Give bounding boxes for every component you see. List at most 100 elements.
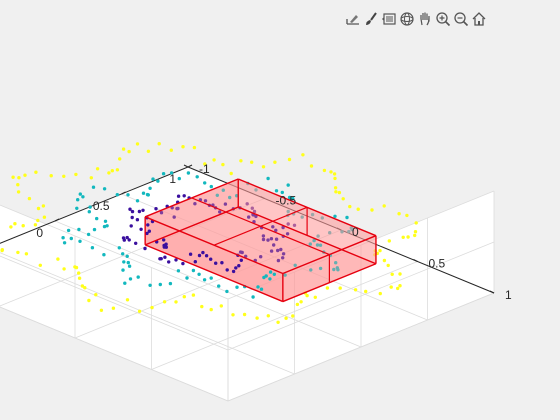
scatter-point-series-1 — [285, 232, 290, 236]
scatter-point-series-1 — [269, 237, 274, 241]
scatter-point-series-3 — [24, 252, 29, 256]
y-tick-label: 0 — [352, 225, 359, 239]
scatter-point-series-1 — [240, 250, 244, 255]
scatter-point-series-3 — [284, 316, 288, 320]
edit-axes-icon[interactable] — [344, 9, 361, 29]
scatter-point-series-3 — [62, 174, 66, 178]
scatter-point-series-3 — [309, 164, 314, 168]
brush-icon[interactable] — [362, 9, 379, 29]
scatter-point-series-3 — [397, 212, 401, 216]
scatter-point-series-3 — [301, 153, 305, 157]
scatter-point-series-1 — [172, 215, 176, 219]
scatter-point-series-1 — [281, 252, 286, 256]
scatter-point-series-2 — [333, 214, 337, 218]
scatter-point-series-2 — [225, 289, 229, 294]
scatter-point-series-2 — [75, 206, 79, 210]
scatter-point-series-2 — [328, 231, 332, 235]
scatter-point-series-3 — [111, 306, 116, 310]
scatter-point-series-2 — [128, 277, 133, 281]
scatter-point-series-2 — [135, 199, 140, 203]
scatter-point-series-3 — [401, 235, 405, 239]
scatter-point-series-3 — [23, 173, 27, 177]
home-icon[interactable] — [470, 9, 487, 29]
scatter-point-series-3 — [127, 149, 131, 154]
axis-lines — [0, 164, 495, 294]
scatter-point-series-3 — [287, 157, 292, 162]
scatter-point-series-2 — [221, 188, 225, 192]
scatter-point-series-1 — [252, 220, 256, 224]
scatter-point-series-2 — [286, 183, 290, 187]
scatter-point-series-2 — [310, 212, 315, 217]
scatter-point-series-1 — [130, 215, 134, 220]
scatter-point-series-1 — [271, 225, 275, 229]
scatter-point-series-3 — [337, 190, 342, 195]
scatter-point-series-2 — [272, 272, 276, 276]
pan-icon[interactable] — [416, 9, 433, 29]
y-tick — [336, 227, 342, 231]
scatter-point-series-2 — [77, 227, 81, 232]
scatter-point-series-3 — [191, 293, 196, 297]
scatter-point-series-2 — [158, 282, 162, 287]
scatter-point-series-3 — [413, 233, 417, 238]
zoom-out-icon[interactable] — [452, 9, 469, 29]
rotate-3d-icon[interactable] — [398, 9, 415, 29]
zoom-in-icon[interactable] — [434, 9, 451, 29]
scatter-point-series-1 — [214, 261, 218, 265]
scatter-point-series-1 — [220, 261, 224, 265]
scatter-point-series-2 — [148, 283, 152, 287]
scatter-point-series-3 — [27, 196, 32, 201]
scatter-point-series-1 — [193, 202, 197, 206]
scatter-point-series-3 — [0, 248, 4, 252]
scatter-point-series-2 — [92, 227, 97, 232]
selection-box-front[interactable] — [144, 178, 377, 303]
box-back-face — [145, 216, 283, 302]
scatter-point-series-2 — [347, 229, 351, 234]
axes-toolbar — [344, 8, 487, 30]
scatter-point-series-2 — [102, 187, 107, 191]
scatter-point-series-2 — [318, 266, 323, 271]
scatter-point-series-1 — [201, 250, 205, 255]
y-tick-label: -0.5 — [276, 194, 297, 208]
scatter-point-series-2 — [115, 193, 120, 197]
scatter-point-series-3 — [16, 183, 20, 187]
scatter-point-series-3 — [13, 222, 17, 226]
scatter-point-series-1 — [259, 255, 263, 259]
scatter-point-series-3 — [250, 160, 254, 164]
scatter-point-series-3 — [33, 223, 38, 227]
scatter-point-series-3 — [219, 304, 223, 308]
scatter-point-series-2 — [126, 193, 130, 197]
scatter-point-series-1 — [130, 209, 135, 214]
x-tick — [187, 164, 193, 168]
y-tick — [183, 164, 189, 168]
box-bottom-face — [145, 207, 376, 302]
scatter-point-series-2 — [315, 243, 320, 247]
scatter-point-series-3 — [242, 312, 247, 317]
scatter-point-series-3 — [41, 204, 46, 208]
scatter-point-series-1 — [176, 206, 180, 211]
scatter-point-series-3 — [200, 304, 204, 309]
scatter-point-series-3 — [150, 305, 154, 310]
scatter-point-series-2 — [126, 260, 130, 265]
scatter-point-series-2 — [197, 272, 201, 276]
box-edge — [144, 244, 284, 303]
scatter-point-series-3 — [42, 215, 47, 219]
scatter-point-series-2 — [264, 274, 268, 278]
scatter-point-series-3 — [62, 267, 66, 271]
scatter-point-series-1 — [245, 202, 249, 206]
floor-grid-x — [0, 252, 295, 375]
scatter-point-series-3 — [182, 295, 186, 299]
x-tick-label: 0 — [36, 226, 43, 240]
scatter-point-series-2 — [235, 194, 239, 198]
legend-icon[interactable] — [380, 9, 397, 29]
scatter-point-series-3 — [348, 204, 352, 209]
scatter-point-series-3 — [387, 239, 391, 243]
scatter-point-series-3 — [378, 248, 382, 253]
scatter-point-series-2 — [312, 238, 316, 243]
scatter-point-series-3 — [378, 291, 382, 296]
scatter-point-series-3 — [405, 213, 409, 218]
scatter-point-series-3 — [87, 298, 91, 303]
scatter-point-series-2 — [274, 189, 279, 193]
scatter-point-series-1 — [174, 258, 178, 262]
